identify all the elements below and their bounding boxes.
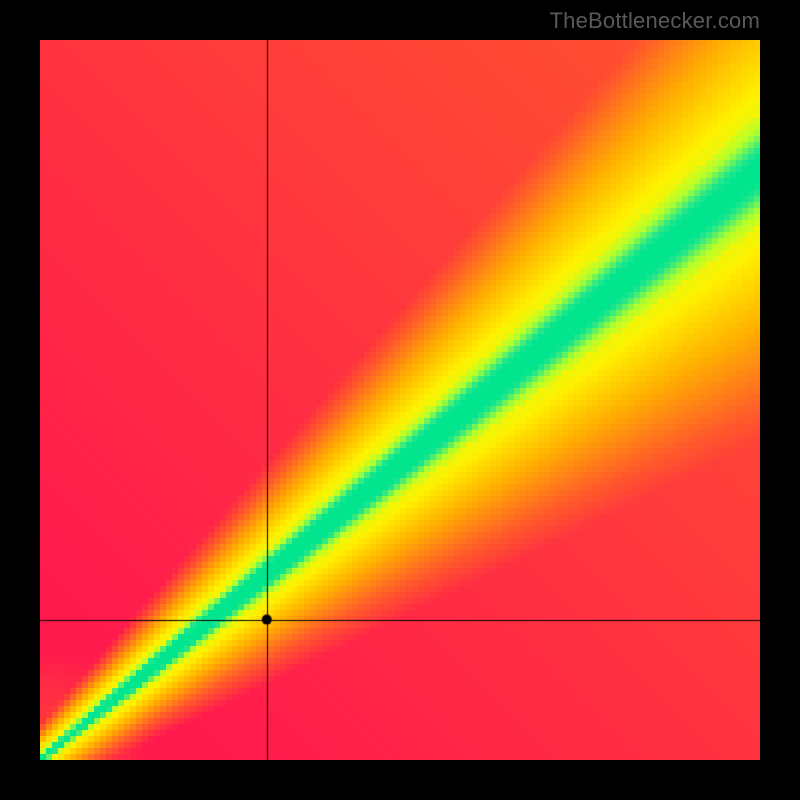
marker-overlay xyxy=(40,40,760,760)
watermark-text: TheBottlenecker.com xyxy=(550,8,760,34)
